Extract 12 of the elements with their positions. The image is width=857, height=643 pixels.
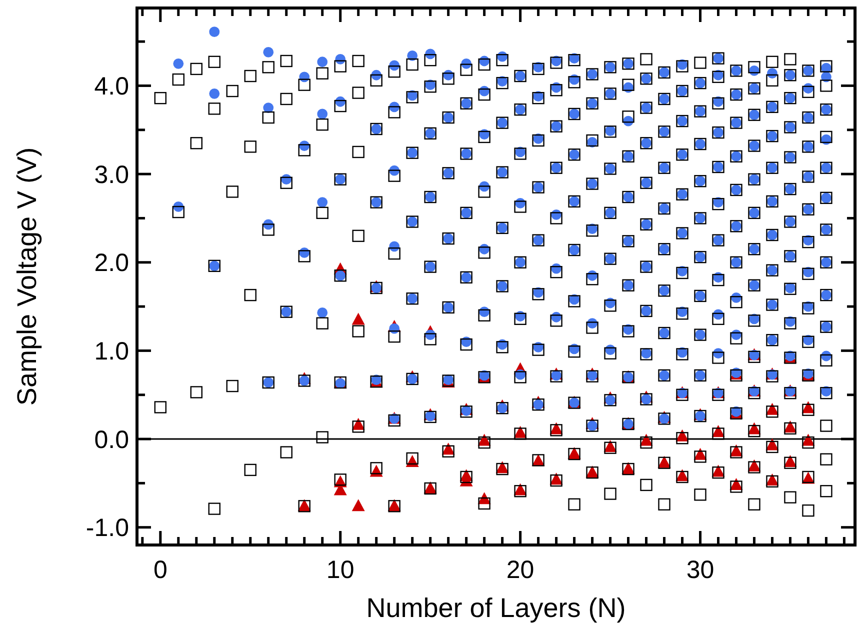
y-tick-label: 3.0 bbox=[94, 160, 129, 189]
y-tick-label: 0.0 bbox=[94, 426, 129, 454]
y-tick-label: 4.0 bbox=[94, 72, 129, 100]
x-tick-label: 0 bbox=[153, 556, 168, 584]
y-tick-label: -1.0 bbox=[86, 514, 129, 542]
x-axis-title: Number of Layers (N) bbox=[366, 593, 626, 623]
x-tick-label: 20 bbox=[506, 556, 534, 584]
y-tick-label: 2.0 bbox=[94, 249, 129, 278]
x-tick-label: 30 bbox=[686, 556, 714, 584]
y-axis-title: Sample Voltage V (V) bbox=[12, 147, 42, 406]
x-tick-label: 10 bbox=[326, 556, 354, 584]
y-tick-label: 1.0 bbox=[94, 337, 129, 366]
